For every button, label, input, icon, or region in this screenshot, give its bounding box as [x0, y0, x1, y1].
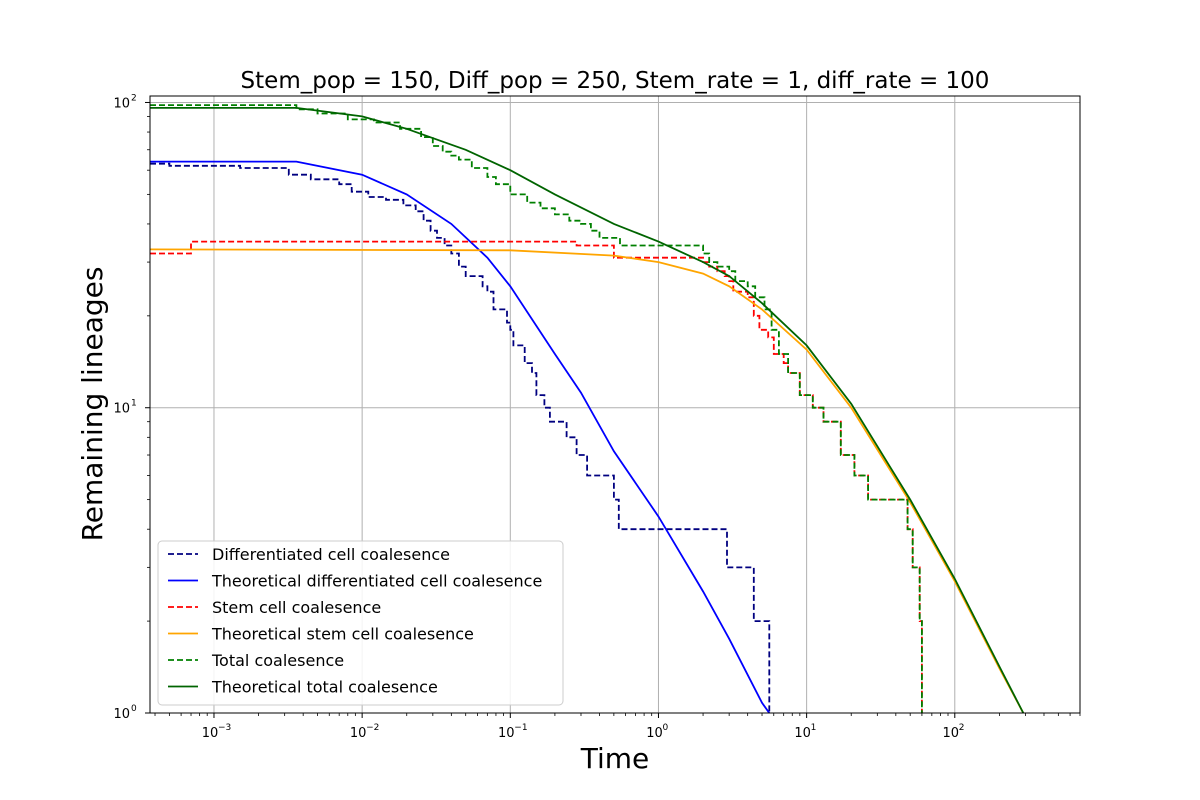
- x-tick-label: 10: [350, 726, 367, 741]
- legend-label: Total coalesence: [211, 651, 344, 670]
- x-tick-exponent: 1: [811, 723, 817, 733]
- series-layer: [150, 104, 1025, 713]
- x-tick-exponent: −2: [366, 723, 379, 733]
- legend-label: Stem cell coalesence: [212, 598, 381, 617]
- x-tick-label: 10: [646, 726, 663, 741]
- y-axis-label: Remaining lineages: [76, 267, 109, 542]
- series-line-5: [150, 104, 923, 713]
- axis-ticks: 10 −3 10 −2 10 −1 10 0 10 1 10 210 010 110 2: [113, 93, 1081, 741]
- y-tick-exponent: 0: [131, 704, 137, 714]
- legend-label: Theoretical differentiated cell coalesen…: [211, 572, 542, 591]
- legend-box: [157, 540, 564, 706]
- y-tick-exponent: 1: [131, 399, 137, 409]
- y-tick-label: 10: [113, 402, 130, 417]
- x-tick-exponent: −1: [514, 723, 527, 733]
- x-tick-label: 10: [794, 726, 811, 741]
- chart-title: Stem_pop = 150, Diff_pop = 250, Stem_rat…: [241, 68, 990, 94]
- legend-label: Differentiated cell coalesence: [212, 545, 450, 564]
- x-tick-exponent: 2: [959, 723, 965, 733]
- x-tick-label: 10: [498, 726, 515, 741]
- y-tick-label: 10: [113, 707, 130, 722]
- x-tick-label: 10: [943, 726, 960, 741]
- series-line-2: [150, 160, 771, 713]
- x-tick-exponent: 0: [662, 723, 668, 733]
- legend: Differentiated cell coalesence Theoretica…: [157, 540, 564, 706]
- y-tick-label: 10: [113, 96, 130, 111]
- y-tick-exponent: 2: [131, 93, 137, 103]
- x-axis-label: Time: [580, 742, 650, 775]
- plot-area-frame: [149, 95, 1081, 714]
- legend-label: Theoretical stem cell coalesence: [211, 625, 474, 644]
- x-tick-label: 10: [202, 726, 219, 741]
- x-tick-exponent: −3: [218, 723, 231, 733]
- series-line-1: [150, 162, 771, 713]
- legend-label: Theoretical total coalesence: [211, 678, 438, 697]
- series-line-6: [150, 107, 1025, 713]
